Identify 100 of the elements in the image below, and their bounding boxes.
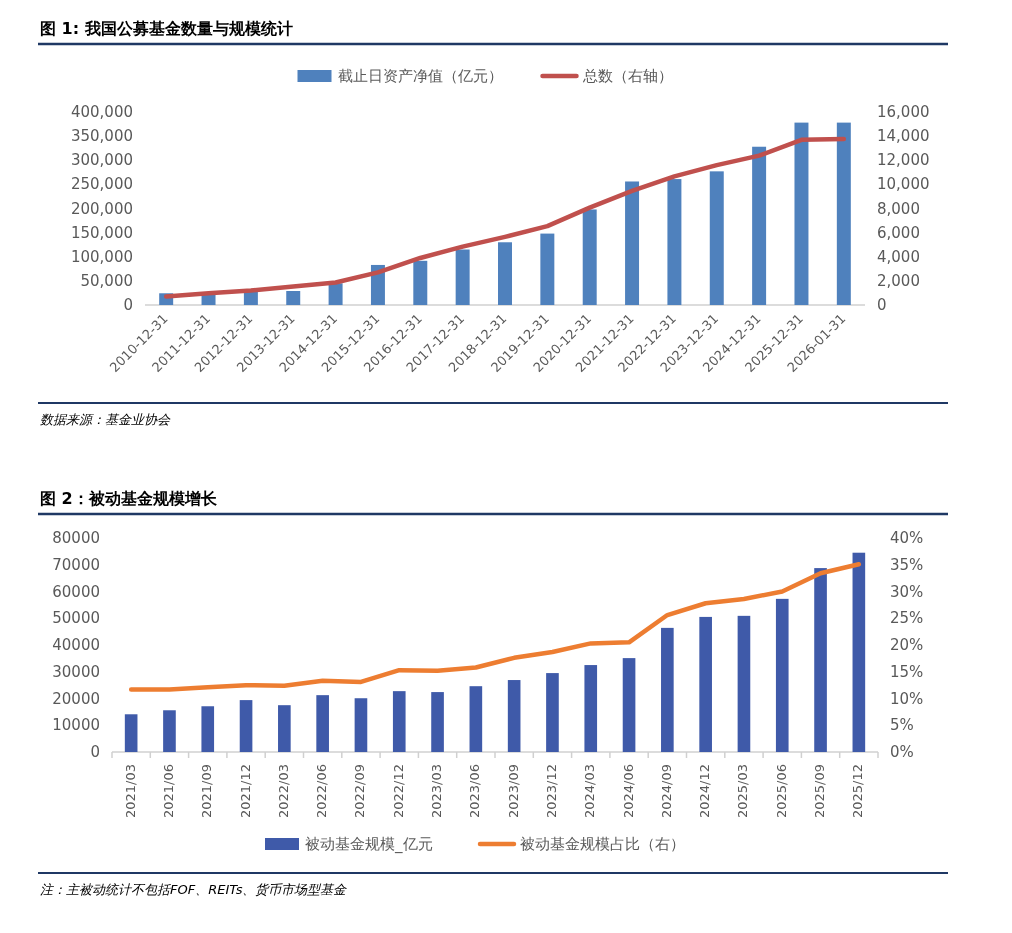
bar [584, 665, 598, 752]
y-tick-label: 70000 [52, 555, 100, 574]
x-tick-label: 2021/06 [160, 764, 176, 819]
bar [392, 691, 406, 752]
bar [852, 552, 866, 752]
bar [455, 249, 470, 305]
bar [278, 705, 291, 752]
y2-tick-label: 30% [890, 582, 924, 601]
bar [201, 706, 215, 752]
bar [498, 242, 512, 305]
bar [775, 598, 789, 752]
legend-label: 被动基金规模占比（右） [520, 835, 685, 853]
y2-tick-label: 2,000 [877, 271, 920, 290]
legend-label: 总数（右轴） [581, 67, 673, 85]
y2-tick-label: 14,000 [877, 127, 930, 146]
x-tick-label: 2021/03 [122, 764, 138, 819]
bar [699, 616, 712, 752]
text: 注：主被动统计不包括FOF、REITs、货币市场型基金 [40, 882, 348, 897]
y-tick-label: 0 [123, 296, 133, 314]
y-tick-label: 200,000 [70, 199, 133, 218]
y2-tick-label: 4,000 [877, 247, 920, 266]
bar [794, 122, 809, 305]
source-note: 数据来源：基金业协会 [40, 412, 171, 427]
y-tick-label: 20000 [52, 689, 100, 708]
y-tick-label: 60000 [52, 582, 100, 601]
x-tick-label: 2021/12 [237, 764, 253, 819]
bar [540, 233, 555, 305]
x-tick-label: 2022/12 [390, 764, 406, 819]
x-tick-label: 2025/09 [812, 764, 828, 819]
bar [328, 283, 343, 305]
bar [814, 568, 827, 752]
bar [239, 700, 253, 752]
x-tick-label: 2023/12 [543, 764, 559, 819]
legend-label: 被动基金规模_亿元 [305, 835, 433, 854]
y-tick-label: 10000 [52, 716, 100, 735]
y2-tick-label: 0% [890, 743, 914, 761]
x-tick-label: 2022/06 [314, 764, 330, 819]
y-tick-label: 350,000 [70, 127, 133, 146]
y-tick-label: 150,000 [70, 223, 133, 242]
x-tick-label: 2023/03 [429, 764, 445, 819]
bar [582, 209, 597, 305]
x-tick-label: 2021/09 [199, 764, 215, 819]
x-tick-label: 2025/06 [773, 764, 789, 819]
x-tick-label: 2024/12 [697, 764, 713, 819]
y-tick-label: 250,000 [70, 175, 133, 194]
x-tick-label: 2024/09 [658, 764, 674, 819]
y2-tick-label: 10,000 [877, 175, 930, 194]
bar [163, 710, 176, 752]
bar [836, 122, 851, 305]
x-tick-label: 2023/09 [505, 764, 521, 819]
y2-tick-label: 35% [890, 555, 924, 574]
y2-tick-label: 20% [890, 636, 924, 654]
y2-tick-label: 25% [890, 609, 924, 628]
bar [661, 627, 674, 752]
bar [752, 146, 767, 305]
x-tick-label: 2022/09 [352, 764, 368, 819]
y2-tick-label: 10% [890, 689, 924, 708]
bar [201, 294, 216, 305]
bar [469, 686, 483, 752]
bar [413, 260, 428, 305]
legend-label: 截止日资产净值（亿元） [337, 67, 503, 85]
y-tick-label: 300,000 [70, 151, 133, 170]
x-tick-label: 2022/03 [275, 764, 291, 819]
y-tick-label: 400,000 [70, 103, 133, 121]
y-tick-label: 0 [90, 743, 100, 761]
y-tick-label: 100,000 [70, 247, 133, 266]
bar [354, 698, 368, 752]
bar [709, 171, 724, 305]
y2-tick-label: 6,000 [877, 223, 920, 242]
bar [737, 615, 751, 752]
y2-tick-label: 5% [890, 716, 914, 735]
y2-tick-label: 40% [890, 529, 924, 547]
y2-tick-label: 8,000 [877, 199, 920, 218]
y2-tick-label: 15% [890, 662, 924, 681]
bar [667, 179, 682, 305]
bar [124, 714, 138, 752]
bar [507, 680, 521, 752]
y2-tick-label: 16,000 [877, 103, 930, 121]
x-tick-label: 2025/12 [850, 764, 866, 819]
y-tick-label: 40000 [52, 636, 100, 654]
x-tick-label: 2023/06 [467, 764, 483, 819]
line-series [128, 561, 862, 692]
x-tick-label: 2025/03 [735, 764, 751, 819]
chart-title: 图 2：被动基金规模增长 [40, 489, 218, 508]
x-tick-label: 2024/03 [582, 764, 598, 819]
y-tick-label: 50,000 [80, 271, 133, 290]
bar [546, 673, 559, 752]
bar [286, 291, 301, 305]
chart-title: 图 1: 我国公募基金数量与规模统计 [40, 19, 293, 38]
bar [625, 181, 640, 305]
y2-tick-label: 12,000 [877, 151, 930, 170]
x-tick-label: 2024/06 [620, 764, 636, 819]
bar [431, 692, 444, 752]
bar [316, 695, 329, 752]
y-tick-label: 80000 [52, 529, 100, 547]
bar [622, 658, 636, 752]
line-series [163, 136, 847, 299]
y2-tick-label: 0 [877, 296, 887, 314]
y-tick-label: 50000 [52, 609, 100, 628]
y-tick-label: 30000 [52, 662, 100, 681]
